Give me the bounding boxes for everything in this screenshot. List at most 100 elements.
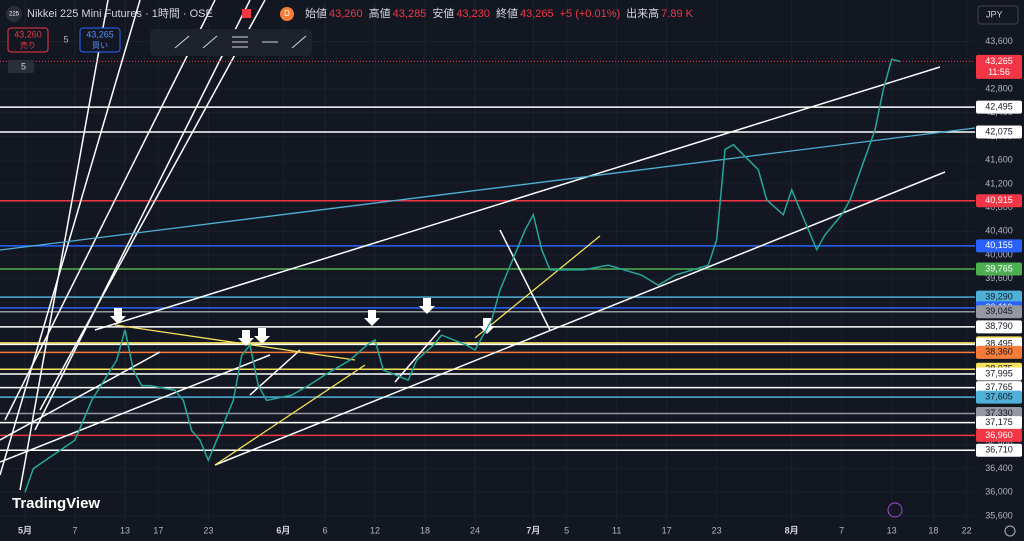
indicator: 5 bbox=[21, 61, 26, 71]
yellow-trendlines bbox=[114, 235, 601, 466]
ohlc-value: 43,230 bbox=[456, 8, 490, 20]
x-tick-label: 23 bbox=[712, 525, 722, 535]
x-tick-label: 7月 bbox=[526, 525, 540, 535]
buy-button[interactable] bbox=[79, 27, 121, 53]
logo: TradingView bbox=[12, 495, 100, 512]
x-tick-label: 7 bbox=[72, 525, 77, 535]
arrows bbox=[110, 298, 495, 346]
x-tick-label: 11 bbox=[612, 525, 621, 535]
price-label: 37,605 bbox=[985, 392, 1013, 402]
ohlc-label: 終値 bbox=[496, 6, 518, 20]
x-tick-label: 13 bbox=[120, 525, 130, 535]
x-tick-label: 18 bbox=[420, 525, 430, 535]
y-tick-label: 41,200 bbox=[985, 178, 1013, 188]
price-label-box bbox=[976, 367, 1022, 381]
badge bbox=[6, 6, 22, 22]
ohlc-value: 43,265 bbox=[520, 8, 554, 20]
price-label: 36,960 bbox=[985, 430, 1013, 440]
last-price: 43,265 bbox=[985, 56, 1013, 66]
x-tick-label: 24 bbox=[470, 525, 480, 535]
price-label-box bbox=[976, 345, 1022, 359]
price-label-box bbox=[976, 416, 1022, 430]
drawing-toolbar[interactable] bbox=[150, 29, 312, 56]
price-label-box bbox=[976, 290, 1022, 304]
price-label: 37,330 bbox=[985, 408, 1013, 418]
price-label-box bbox=[976, 194, 1022, 208]
price-label-box bbox=[976, 262, 1022, 276]
price-label: 36,710 bbox=[985, 445, 1013, 455]
sell-label: 売り bbox=[20, 40, 36, 50]
axes: 35,60036,00036,40036,80037,20037,60038,0… bbox=[18, 36, 1022, 535]
ohlc: 始値 43,260 高値 43,285 安値 43,230 終値 43,265 +5 (+0.0… bbox=[305, 6, 694, 20]
volume-label: 出来高 bbox=[626, 6, 659, 20]
indicator-chip[interactable] bbox=[8, 60, 34, 73]
y-tick-label: 40,400 bbox=[985, 226, 1013, 236]
y-tick-label: 43,600 bbox=[985, 36, 1013, 46]
x-tick-label: 5月 bbox=[18, 525, 32, 535]
price-label: 38,360 bbox=[985, 347, 1013, 357]
spread: 5 bbox=[63, 34, 68, 44]
x-tick-label: 17 bbox=[662, 525, 672, 535]
countdown: 11:56 bbox=[988, 67, 1010, 77]
x-tick-label: 18 bbox=[928, 525, 938, 535]
flag-text: D bbox=[284, 9, 290, 18]
ohlc-value: 43,260 bbox=[329, 8, 363, 20]
y-tick-label: 35,600 bbox=[985, 510, 1013, 520]
price-label: 40,155 bbox=[985, 240, 1013, 250]
price-label: 38,495 bbox=[985, 339, 1013, 349]
x-tick-label: 22 bbox=[962, 525, 972, 535]
price-label-box bbox=[976, 305, 1022, 319]
trendlines bbox=[0, 0, 946, 491]
buy-price: 43,265 bbox=[86, 29, 114, 39]
price-line-series bbox=[24, 58, 901, 493]
x-tick-label: 17 bbox=[153, 525, 163, 535]
change: +5 (+0.01%) bbox=[560, 8, 621, 20]
alert-icon[interactable] bbox=[887, 502, 903, 518]
price-label: 39,765 bbox=[985, 263, 1013, 273]
price-label: 42,075 bbox=[985, 126, 1013, 136]
time-axis bbox=[0, 522, 1024, 541]
y-tick-label: 41,600 bbox=[985, 155, 1013, 165]
currency: JPY bbox=[986, 9, 1003, 19]
ohlc-label: 始値 bbox=[305, 6, 327, 20]
ohlc-label: 安値 bbox=[432, 6, 454, 20]
price-label: 39,045 bbox=[985, 306, 1013, 316]
settings[interactable] bbox=[1004, 525, 1016, 537]
x-tick-label: 6月 bbox=[276, 525, 290, 535]
currency-select[interactable] bbox=[977, 5, 1019, 25]
toolbar-icons bbox=[174, 35, 307, 49]
price-label-box bbox=[976, 100, 1022, 114]
series bbox=[0, 58, 975, 493]
sell-price: 43,260 bbox=[14, 29, 42, 39]
last-price-box bbox=[976, 54, 1022, 79]
y-tick-label: 36,400 bbox=[985, 463, 1013, 473]
ohlc-value: 43,285 bbox=[393, 8, 427, 20]
x-tick-label: 12 bbox=[370, 525, 380, 535]
price-label-box bbox=[976, 125, 1022, 139]
flag bbox=[280, 7, 294, 21]
price-label: 37,175 bbox=[985, 417, 1013, 427]
sell-button[interactable] bbox=[7, 27, 49, 53]
x-tick-label: 8月 bbox=[785, 525, 799, 535]
y-tick-label: 42,800 bbox=[985, 83, 1013, 93]
price-label-box bbox=[976, 239, 1022, 253]
x-tick-label: 13 bbox=[887, 525, 897, 535]
price-label: 38,790 bbox=[985, 321, 1013, 331]
price-label-box bbox=[976, 390, 1022, 404]
price-label: 37,995 bbox=[985, 368, 1013, 378]
x-tick-label: 23 bbox=[203, 525, 213, 535]
status bbox=[242, 9, 251, 18]
price-label: 37,765 bbox=[985, 382, 1013, 392]
price-label: 39,290 bbox=[985, 292, 1013, 302]
symbol: Nikkei 225 Mini Futures · 1時間 · OSE bbox=[27, 7, 213, 20]
x-tick-label: 7 bbox=[839, 525, 844, 535]
price-label-box bbox=[976, 320, 1022, 334]
buy-label: 買い bbox=[92, 41, 108, 50]
price-label-box bbox=[976, 443, 1022, 457]
badge-text: 225 bbox=[9, 12, 20, 18]
price-label: 42,495 bbox=[985, 101, 1013, 111]
y-tick-label: 36,000 bbox=[985, 487, 1013, 497]
y-tick-label: 40,000 bbox=[985, 249, 1013, 259]
